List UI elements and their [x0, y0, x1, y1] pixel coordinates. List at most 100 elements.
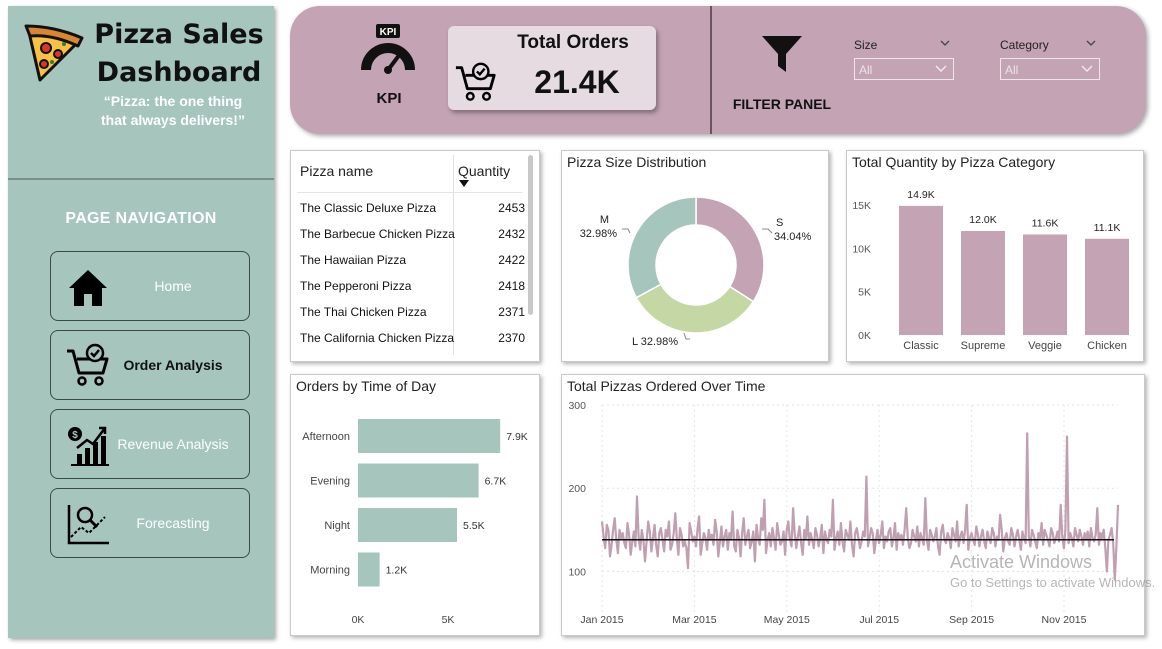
x-tick-label: Mar 2015 [672, 614, 717, 626]
table-row[interactable]: The Barbecue Chicken Pizza 2432 [300, 223, 525, 249]
donut-slice-m[interactable] [627, 196, 697, 299]
donut-slice-l[interactable] [635, 283, 755, 334]
pizza-size-distribution-card: Pizza Size Distribution S 34.04% L 32.98% M… [561, 150, 829, 362]
bar-data-label: 11.1K [1094, 222, 1121, 234]
y-tick-label: 15K [852, 200, 871, 212]
chevron-down-icon [1081, 65, 1093, 72]
table-row[interactable]: The Thai Chicken Pizza 2371 [300, 301, 525, 327]
x-tick-label: Jul 2015 [859, 614, 899, 626]
size-slicer: Size All [854, 38, 954, 80]
y-tick-label: Night [324, 520, 350, 532]
column-header-pizza-name[interactable]: Pizza name [300, 163, 374, 179]
donut-chart: S 34.04% L 32.98% M 32.98% [580, 196, 812, 348]
cart-check-icon [455, 62, 496, 101]
size-slicer-title-text: Size [854, 38, 878, 52]
revenue-chart-icon: $ [68, 426, 109, 466]
bar-veggie[interactable] [1023, 234, 1067, 335]
x-tick-label: Classic [903, 340, 939, 352]
category-dropdown-value: All [1005, 63, 1019, 77]
total-orders-title: Total Orders [517, 32, 629, 53]
orders-by-time-of-day-card: Orders by Time of Day Afternoon 7.9K Eveni… [290, 374, 540, 636]
kpi-badge-text: KPI [380, 27, 397, 38]
header-separator [710, 6, 712, 134]
slice-label-l: L 32.98% [632, 336, 678, 348]
pizzas-over-time-card: Total Pizzas Ordered Over Time 100 200 300… [561, 374, 1145, 636]
kpi-gauge-icon: KPI [361, 24, 415, 74]
nav-label-home: Home [154, 278, 192, 294]
column-header-quantity[interactable]: Quantity [458, 163, 511, 179]
table-row[interactable]: The Classic Deluxe Pizza 2453 [300, 197, 525, 223]
dashboard-title: Pizza Sales Dashboard [94, 16, 264, 92]
dashboard-title-line1: Pizza Sales [94, 19, 264, 50]
total-orders-card: Total Orders 21.4K [448, 26, 656, 110]
bar-data-label: 14.9K [907, 189, 934, 201]
cell-quantity: 2432 [498, 227, 525, 241]
bar-data-label: 11.6K [1032, 217, 1059, 229]
x-tick-label: 0K [352, 614, 365, 626]
nav-label-revenue-analysis: Revenue Analysis [117, 436, 229, 452]
y-tick-label: Morning [310, 565, 350, 577]
cell-pizza-name: The California Chicken Pizza [300, 331, 455, 345]
donut-slice-s[interactable] [695, 196, 765, 303]
cell-pizza-name: The Classic Deluxe Pizza [300, 201, 437, 215]
bar-data-label: 7.9K [506, 431, 528, 443]
category-dropdown[interactable]: All [1000, 58, 1100, 80]
y-tick-label: 300 [568, 400, 586, 412]
filter-panel-label: FILTER PANEL [732, 96, 832, 112]
x-tick-label: Chicken [1087, 340, 1127, 352]
x-tick-label: Veggie [1028, 340, 1062, 352]
bar-classic[interactable] [899, 205, 943, 335]
table-scrollbar[interactable] [528, 155, 533, 315]
sidebar-divider [8, 178, 274, 180]
sidebar: Pizza Sales Dashboard “Pizza: the one th… [8, 6, 274, 638]
header-divider [297, 192, 523, 193]
nav-button-home[interactable]: Home [50, 251, 250, 321]
nav-button-revenue-analysis[interactable]: $ Revenue Analysis [50, 409, 250, 479]
bar-chicken[interactable] [1085, 238, 1129, 335]
total-orders-value: 21.4K [534, 64, 620, 100]
chevron-down-icon [935, 65, 947, 72]
bar-data-label: 12.0K [969, 214, 996, 226]
chevron-down-icon[interactable] [940, 38, 950, 48]
cell-quantity: 2371 [498, 305, 525, 319]
column-separator [453, 155, 454, 355]
chevron-down-icon[interactable] [1086, 38, 1096, 48]
bar-afternoon[interactable] [358, 419, 501, 453]
leader-line [622, 228, 631, 234]
series-line-total-pizzas[interactable] [600, 432, 1120, 581]
table-row[interactable]: The California Chicken Pizza 2370 [300, 327, 525, 353]
bar-data-label: 5.5K [463, 520, 485, 532]
table-row[interactable]: The Pepperoni Pizza 2418 [300, 275, 525, 301]
sort-descending-icon[interactable] [459, 180, 469, 187]
leader-line [683, 332, 690, 340]
slice-label-s: S [776, 217, 783, 229]
nav-button-order-analysis[interactable]: Order Analysis [50, 330, 250, 400]
nav-button-forecasting[interactable]: Forecasting [50, 488, 250, 558]
cell-pizza-name: The Pepperoni Pizza [300, 279, 412, 293]
x-tick-label: Supreme [961, 340, 1006, 352]
quantity-by-category-card: Total Quantity by Pizza Category 0K 5K 10K… [846, 150, 1144, 362]
size-dropdown[interactable]: All [854, 58, 954, 80]
chart-title: Orders by Time of Day [296, 378, 437, 394]
y-tick-label: Afternoon [302, 431, 350, 443]
slice-value-m: 32.98% [580, 228, 618, 240]
dashboard-quote: “Pizza: the one thing that always delive… [78, 92, 268, 130]
bar-night[interactable] [358, 508, 457, 542]
bar-supreme[interactable] [961, 231, 1005, 335]
bar-morning[interactable] [358, 552, 380, 587]
cell-quantity: 2418 [498, 279, 525, 293]
cell-pizza-name: The Thai Chicken Pizza [300, 305, 427, 319]
quote-line2: that always delivers!” [101, 112, 245, 128]
y-tick-label: 200 [568, 483, 586, 495]
time-of-day-bar-chart: Afternoon 7.9K Evening 6.7K Night 5.5K Morning… [302, 419, 528, 626]
x-tick-label: Nov 2015 [1042, 614, 1087, 626]
x-tick-label: May 2015 [764, 614, 810, 626]
pizzas-over-time-line-chart: 100 200 300 Jan 2015 Mar 2015 May 2015 Jul 201… [568, 400, 1120, 626]
bar-evening[interactable] [358, 463, 479, 498]
table-row[interactable]: The Hawaiian Pizza 2422 [300, 249, 525, 275]
pizza-quantity-table: Pizza name Quantity The Classic Deluxe P… [290, 150, 540, 362]
x-tick-label: 5K [442, 614, 455, 626]
size-slicer-title: Size [854, 38, 954, 54]
chart-title: Pizza Size Distribution [567, 154, 707, 170]
category-slicer: Category All [1000, 38, 1100, 80]
